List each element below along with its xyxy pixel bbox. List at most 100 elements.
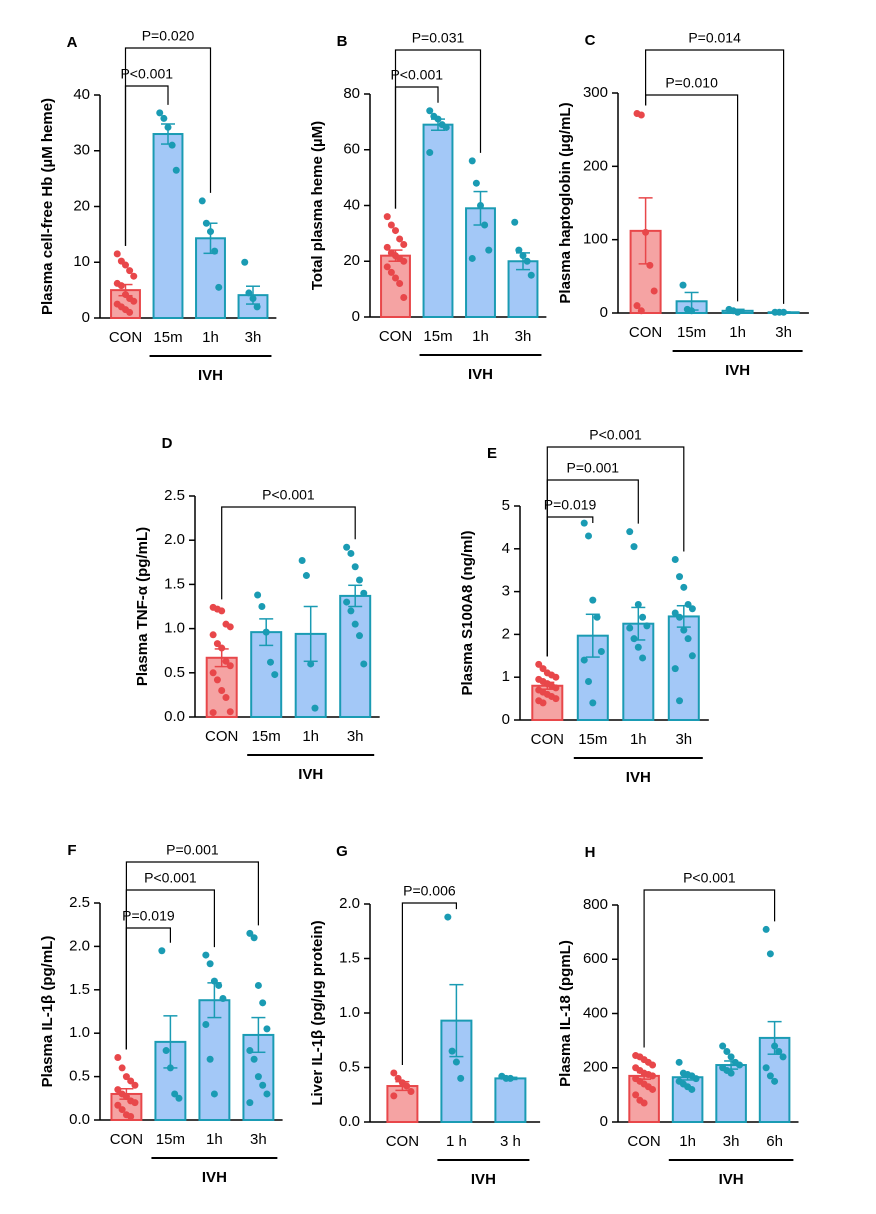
bar xyxy=(198,999,231,1121)
p-value: P=0.001 xyxy=(567,460,620,476)
data-point xyxy=(210,977,218,985)
data-point xyxy=(457,1074,465,1082)
group-label: IVH xyxy=(202,1169,227,1186)
data-point xyxy=(426,107,434,115)
y-tick-label: 200 xyxy=(583,1059,608,1076)
x-tick-label: CON xyxy=(629,324,662,341)
data-point xyxy=(552,684,560,692)
p-value: P<0.001 xyxy=(144,870,197,886)
data-point xyxy=(639,654,647,662)
data-point xyxy=(727,1069,735,1077)
data-point xyxy=(254,591,262,599)
data-point xyxy=(766,950,774,958)
data-point xyxy=(263,1090,271,1098)
data-point xyxy=(649,1072,657,1080)
panel-letter: A xyxy=(67,34,78,51)
x-tick-label: CON xyxy=(627,1133,660,1150)
data-point xyxy=(347,549,355,557)
panel-letter: C xyxy=(585,32,596,49)
data-point xyxy=(626,528,634,536)
p-value: P=0.010 xyxy=(665,75,718,91)
significance-bracket xyxy=(125,861,259,1050)
panel: 0 200 400 600 800 Plasma IL-18 (pgmL) H CON 1h 3h… xyxy=(557,844,799,1188)
y-axis-label: Plasma IL-18 (pgmL) xyxy=(557,940,574,1087)
panel: 0.0 0.5 1.0 1.5 2.0 Liver IL-1β (pg/µg protei… xyxy=(309,843,541,1188)
data-point xyxy=(250,1055,258,1063)
data-point xyxy=(226,623,234,631)
data-point xyxy=(343,543,351,551)
bar xyxy=(507,260,539,318)
data-point xyxy=(263,1025,271,1033)
data-point xyxy=(585,532,593,540)
data-point xyxy=(637,111,645,119)
data-point xyxy=(207,228,214,236)
data-point xyxy=(218,644,226,652)
group-label: IVH xyxy=(725,362,750,379)
y-tick-label: 5 xyxy=(502,497,510,514)
data-point xyxy=(241,258,249,266)
data-point xyxy=(347,607,355,615)
data-point xyxy=(246,1047,254,1055)
bar xyxy=(250,631,283,718)
data-point xyxy=(649,1061,657,1069)
y-tick-label: 0 xyxy=(600,1113,608,1130)
data-point xyxy=(160,114,168,122)
data-point xyxy=(539,665,547,673)
data-point xyxy=(383,263,391,271)
data-point xyxy=(311,704,319,712)
y-axis-label: Plasma TNF-α (pg/mL) xyxy=(134,527,151,686)
p-value: P<0.001 xyxy=(262,487,315,503)
y-axis-label: Plasma S100A8 (ng/ml) xyxy=(459,530,476,695)
data-point xyxy=(400,241,408,249)
data-point xyxy=(637,307,645,315)
data-point xyxy=(383,213,391,221)
data-point xyxy=(360,589,368,597)
data-point xyxy=(158,947,166,955)
x-tick-label: 15m xyxy=(677,324,706,341)
significance-bracket xyxy=(124,47,212,246)
data-point xyxy=(202,951,210,959)
data-point xyxy=(215,283,223,291)
y-tick-label: 1.5 xyxy=(339,949,360,966)
data-point xyxy=(650,287,658,295)
panel: 0 100 200 300 Plasma haptoglobin (µg/mL) C CON… xyxy=(557,30,809,379)
panel-letter: B xyxy=(337,33,348,50)
data-point xyxy=(209,631,217,639)
data-point xyxy=(122,261,129,269)
x-tick-label: CON xyxy=(205,728,238,745)
data-point xyxy=(634,643,642,651)
data-point xyxy=(259,1081,267,1089)
panel: 0 10 20 30 40 Plasma cell-free Hb (µM heme) A C… xyxy=(39,28,277,384)
data-point xyxy=(254,981,262,989)
bar xyxy=(339,594,372,719)
data-point xyxy=(688,1085,696,1093)
data-point xyxy=(552,695,560,703)
data-point xyxy=(396,280,404,288)
data-point xyxy=(671,556,679,563)
data-point xyxy=(585,677,593,685)
x-tick-label: 15m xyxy=(423,328,452,345)
x-tick-label: 1h xyxy=(472,328,489,345)
x-tick-label: 15m xyxy=(578,731,607,748)
data-point xyxy=(246,1099,254,1107)
data-point xyxy=(253,303,261,311)
data-point xyxy=(355,632,363,640)
y-tick-label: 10 xyxy=(73,253,90,270)
y-tick-label: 0.0 xyxy=(69,1111,90,1128)
data-point xyxy=(131,1081,139,1089)
data-point xyxy=(392,227,399,235)
x-tick-label: 15m xyxy=(153,329,182,346)
y-tick-label: 0.5 xyxy=(164,664,185,681)
data-point xyxy=(118,1064,126,1072)
data-point xyxy=(775,1047,783,1055)
p-value: P<0.001 xyxy=(589,427,642,443)
data-point xyxy=(485,246,493,254)
y-axis-label: Total plasma heme (µM) xyxy=(309,121,326,290)
data-point xyxy=(688,307,696,315)
y-tick-label: 0 xyxy=(352,308,360,325)
data-point xyxy=(535,660,543,668)
y-tick-label: 80 xyxy=(343,85,360,102)
data-point xyxy=(442,123,450,131)
data-point xyxy=(226,662,234,670)
y-tick-label: 2.5 xyxy=(69,894,90,911)
